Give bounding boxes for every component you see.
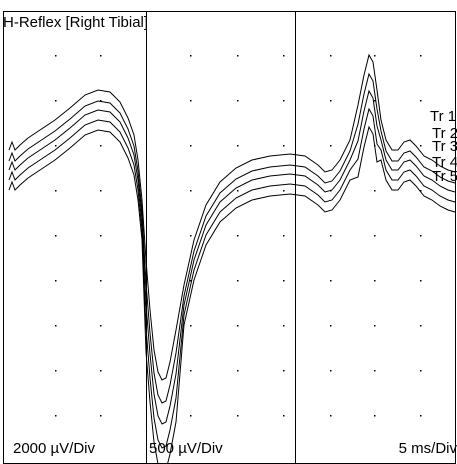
grid-dot (237, 100, 239, 102)
grid-dot (100, 100, 102, 102)
grid-dot (420, 55, 422, 57)
grid-dot (237, 235, 239, 237)
grid-dot (237, 280, 239, 282)
right-scale-label: 500 µV/Div (149, 440, 223, 457)
grid-dot (374, 415, 376, 417)
grid-dot (283, 235, 285, 237)
grid-dot (237, 325, 239, 327)
grid-dot (420, 190, 422, 192)
trace-label-1: Tr 1 (430, 108, 457, 125)
grid-dot (237, 55, 239, 57)
grid-dot (374, 55, 376, 57)
trace-line-1 (8, 53, 456, 381)
trace-group (8, 53, 456, 464)
grid-dot (374, 370, 376, 372)
grid-dot (330, 325, 332, 327)
grid-dot (420, 415, 422, 417)
grid-dot (55, 55, 57, 57)
grid-dot (283, 415, 285, 417)
grid-dot (100, 235, 102, 237)
grid-dot (190, 325, 192, 327)
grid-dot (420, 325, 422, 327)
grid-dot (330, 235, 332, 237)
grid-dots (55, 55, 422, 417)
trace-line-2 (8, 72, 456, 404)
grid-dot (283, 280, 285, 282)
grid-dot (100, 145, 102, 147)
grid-dot (330, 55, 332, 57)
grid-dot (330, 370, 332, 372)
grid-dot (283, 325, 285, 327)
trace-line-5 (8, 125, 456, 464)
grid-dot (100, 370, 102, 372)
grid-dot (237, 370, 239, 372)
grid-dot (283, 55, 285, 57)
grid-dot (55, 235, 57, 237)
grid-dot (420, 145, 422, 147)
grid-dot (330, 415, 332, 417)
grid-dot (190, 235, 192, 237)
grid-dot (190, 100, 192, 102)
grid-dot (100, 55, 102, 57)
grid-dot (55, 370, 57, 372)
grid-dot (330, 280, 332, 282)
grid-dot (283, 100, 285, 102)
grid-dot (283, 370, 285, 372)
trace-label-2: Tr 2 (432, 125, 457, 142)
grid-dot (55, 190, 57, 192)
grid-dot (374, 190, 376, 192)
grid-dot (55, 280, 57, 282)
grid-dot (190, 280, 192, 282)
grid-dot (374, 280, 376, 282)
grid-dot (190, 145, 192, 147)
grid-dot (100, 325, 102, 327)
trace-label-3: Tr 3 (432, 138, 457, 155)
grid-dot (420, 280, 422, 282)
grid-dot (420, 235, 422, 237)
grid-dot (330, 100, 332, 102)
grid-dot (190, 370, 192, 372)
grid-dot (420, 370, 422, 372)
grid-dot (55, 145, 57, 147)
grid-dot (100, 415, 102, 417)
grid-dot (237, 415, 239, 417)
grid-dot (237, 190, 239, 192)
time-scale-label: 5 ms/Div (398, 440, 457, 457)
grid-dot (374, 325, 376, 327)
trace-label-5: Tr 5 (432, 168, 457, 185)
grid-dot (237, 145, 239, 147)
panel-title: H-Reflex [Right Tibial] (3, 14, 149, 31)
grid-dot (190, 190, 192, 192)
left-scale-label: 2000 µV/Div (13, 440, 96, 457)
trace-line-3 (8, 89, 456, 425)
grid-dot (55, 325, 57, 327)
grid-dot (283, 145, 285, 147)
grid-dot (55, 415, 57, 417)
trace-line-4 (8, 107, 456, 449)
plot-border (3, 11, 456, 464)
grid-dot (100, 190, 102, 192)
grid-dot (190, 55, 192, 57)
grid-dot (283, 190, 285, 192)
trace-label-4: Tr 4 (432, 154, 457, 171)
grid-dot (374, 235, 376, 237)
grid-dot (374, 100, 376, 102)
grid-dot (55, 100, 57, 102)
grid-dot (100, 280, 102, 282)
grid-dot (420, 100, 422, 102)
grid-dot (330, 145, 332, 147)
grid-dot (190, 415, 192, 417)
